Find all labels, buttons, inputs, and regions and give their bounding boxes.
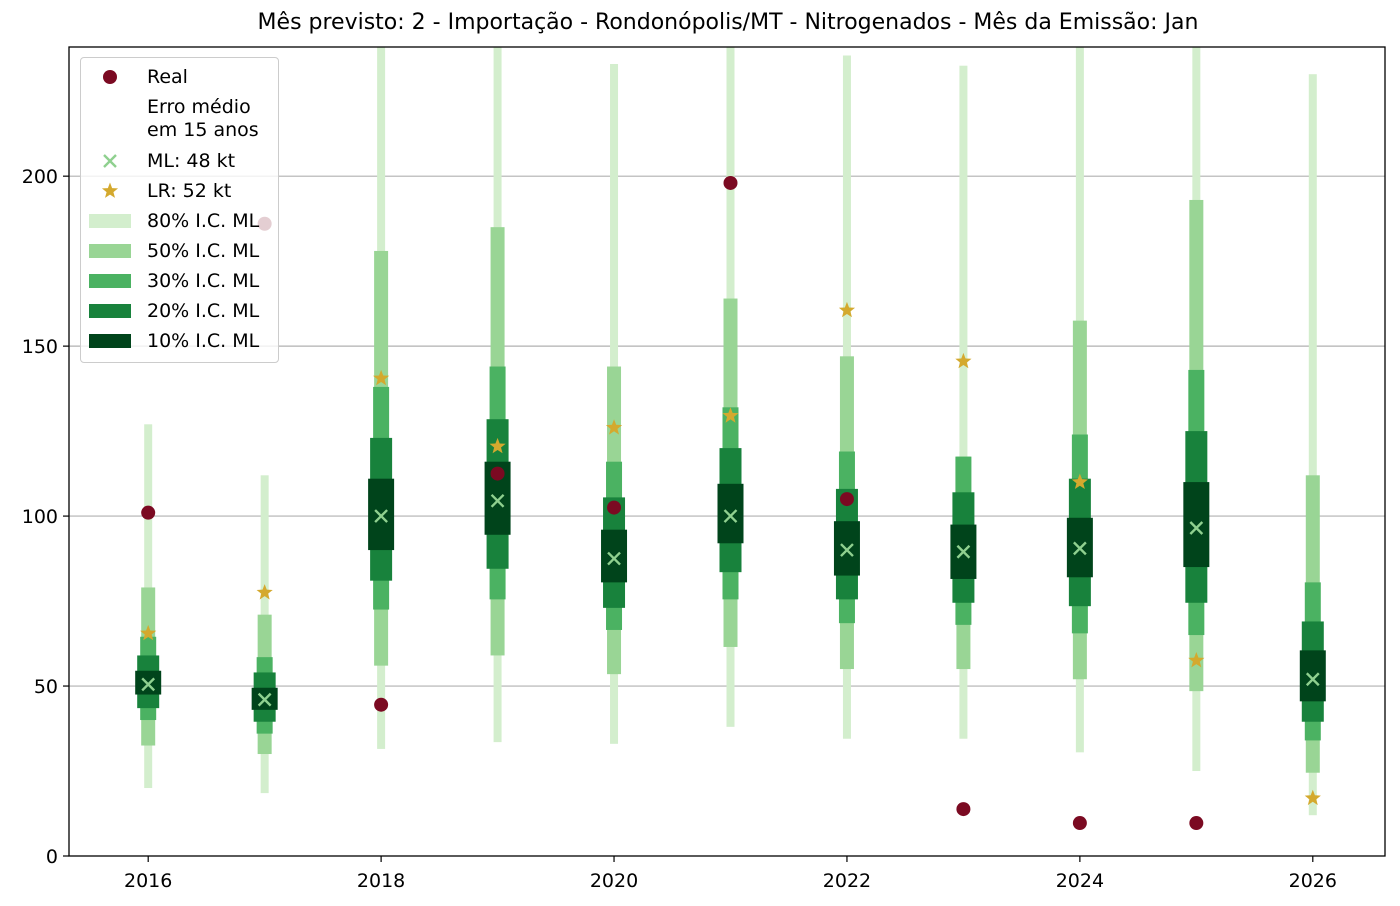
ci10-bars	[135, 461, 1326, 710]
lr-marker-2021	[722, 407, 739, 423]
legend-label-ci20: 20% I.C. ML	[147, 300, 260, 322]
ml-x-marker-icon	[103, 154, 117, 168]
real-marker-2025	[1189, 816, 1204, 831]
y-tick-label-50: 50	[34, 676, 58, 698]
real-marker-icon	[103, 70, 117, 84]
ml-marker-2016	[141, 677, 156, 692]
legend-label-real: Real	[147, 66, 188, 88]
ci10-bar-2026	[1299, 650, 1326, 702]
ml-marker-2026	[1305, 672, 1320, 687]
real-markers	[141, 175, 1204, 831]
x-tick-label-2020: 2020	[590, 870, 638, 892]
ml-marker-2019	[490, 493, 505, 508]
ml-marker-2020	[607, 551, 621, 566]
ml-marker-2022	[840, 543, 854, 557]
lr-star-marker-icon	[101, 182, 119, 198]
legend-label-error-header: Erro médio em 15 anos	[147, 96, 259, 141]
ci10-bar-2018	[368, 478, 395, 551]
legend-label-ci30: 30% I.C. ML	[147, 270, 260, 292]
y-tick-label-200: 200	[22, 166, 58, 188]
y-tick-label-0: 0	[46, 846, 58, 868]
lr-marker-2018	[373, 369, 390, 386]
ml-marker-2024	[1073, 541, 1087, 556]
legend-item-ml: ML: 48 kt	[81, 146, 278, 176]
legend-item-ci30: 30% I.C. ML	[81, 266, 278, 296]
ci80-bar-2023	[959, 65, 968, 739]
ci30-swatch-icon	[89, 274, 131, 288]
lr-marker-2022	[838, 301, 856, 318]
y-axis: 0 50 100 150 200	[22, 166, 69, 868]
ci10-bar-2016	[135, 670, 162, 695]
ml-marker-2018	[374, 509, 388, 523]
lr-marker-2017	[256, 584, 273, 600]
ml-marker-2021	[723, 509, 738, 523]
legend-item-real: Real	[81, 62, 278, 92]
x-tick-label-2026: 2026	[1289, 870, 1337, 892]
y-tick-label-150: 150	[22, 336, 58, 358]
ci80-bar-2026	[1308, 74, 1317, 816]
real-marker-2024	[1072, 816, 1087, 831]
chart-title: Mês previsto: 2 - Importação - Rondonópo…	[257, 10, 1199, 35]
real-marker-2021	[723, 175, 738, 190]
ml-marker-2023	[956, 544, 971, 559]
axes-frame	[68, 46, 1386, 857]
ml-marker-2017	[257, 692, 272, 707]
x-axis: 2016 2018 2020 2022 2024 2026	[124, 856, 1337, 892]
x-tick-label-2022: 2022	[823, 870, 871, 892]
x-tick-label-2016: 2016	[124, 870, 172, 892]
lr-marker-2016	[140, 624, 157, 641]
legend-item-ci80: 80% I.C. ML	[81, 206, 278, 236]
legend: Real Erro médio em 15 anos ML: 48 kt LR:…	[80, 57, 279, 363]
ci10-bar-2021	[717, 483, 744, 544]
ml-marker-2025	[1189, 521, 1204, 535]
y-tick-label-100: 100	[22, 506, 58, 528]
legend-item-ci50: 50% I.C. ML	[81, 236, 278, 266]
lr-marker-2023	[955, 352, 972, 369]
ci10-bar-2020	[601, 529, 628, 583]
real-marker-2023	[956, 802, 971, 817]
legend-label-lr: LR: 52 kt	[147, 180, 232, 202]
ci10-bar-2022	[833, 521, 860, 576]
ci20-swatch-icon	[89, 304, 131, 318]
ci80-swatch-icon	[89, 214, 131, 228]
legend-item-ci10: 10% I.C. ML	[81, 326, 278, 356]
legend-label-ci50: 50% I.C. ML	[147, 240, 260, 262]
lr-marker-2025	[1188, 652, 1205, 668]
ci50-swatch-icon	[89, 244, 131, 258]
real-marker-2022	[839, 492, 854, 507]
ml-markers	[141, 493, 1320, 707]
legend-label-ml: ML: 48 kt	[147, 150, 236, 172]
legend-label-ci80: 80% I.C. ML	[147, 210, 260, 232]
real-marker-2020	[607, 500, 622, 515]
legend-item-lr: LR: 52 kt	[81, 176, 278, 206]
ci10-bar-2025	[1183, 482, 1210, 568]
legend-item-error-header: Erro médio em 15 anos	[81, 92, 278, 146]
lr-markers	[140, 301, 1321, 806]
lr-marker-2024	[1071, 473, 1088, 489]
lr-marker-2026	[1304, 789, 1321, 806]
lr-marker-2019	[489, 437, 506, 454]
x-tick-label-2024: 2024	[1056, 870, 1104, 892]
lr-marker-2020	[605, 419, 623, 435]
x-tick-label-2018: 2018	[357, 870, 405, 892]
real-marker-2016	[141, 505, 156, 520]
ci10-swatch-icon	[89, 334, 131, 348]
real-marker-2018	[374, 697, 389, 712]
real-marker-2019	[490, 466, 505, 481]
legend-label-ci10: 10% I.C. ML	[147, 330, 260, 352]
legend-item-ci20: 20% I.C. ML	[81, 296, 278, 326]
